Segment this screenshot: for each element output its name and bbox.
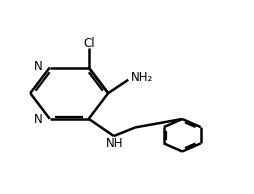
Text: N: N (34, 113, 43, 126)
Text: NH: NH (106, 137, 124, 150)
Text: N: N (34, 60, 43, 73)
Text: Cl: Cl (83, 36, 94, 49)
Text: NH₂: NH₂ (131, 71, 153, 84)
